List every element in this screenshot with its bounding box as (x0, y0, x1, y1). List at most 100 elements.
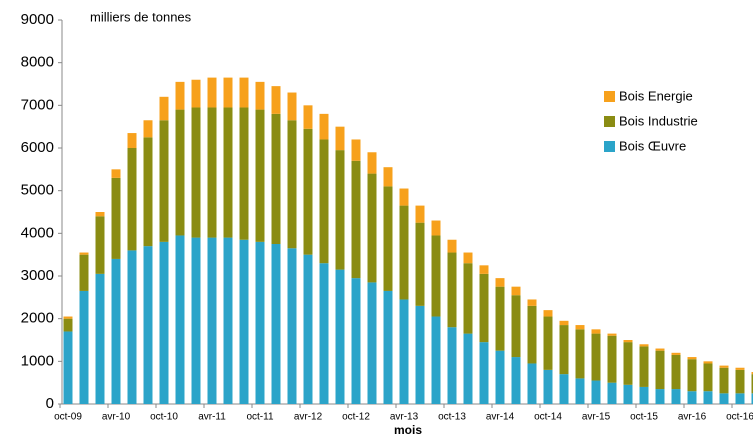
y-tick-label: 7000 (21, 96, 54, 113)
y-tick-label: 0 (46, 395, 54, 412)
bar-segment (192, 107, 201, 237)
bar-segment (416, 306, 425, 404)
bar-segment (704, 363, 713, 391)
bar-segment (64, 317, 73, 319)
bar-segment (64, 331, 73, 404)
bar-segment (192, 80, 201, 108)
bar-segment (352, 278, 361, 404)
bar-segment (448, 327, 457, 404)
bar-segment (208, 78, 217, 108)
bar-segment (336, 150, 345, 269)
bar-segment (112, 259, 121, 404)
x-tick-label: oct-16 (726, 412, 753, 423)
y-axis-title: milliers de tonnes (90, 9, 192, 24)
y-tick-label: 1000 (21, 352, 54, 369)
bar-segment (256, 242, 265, 404)
x-tick-label: oct-09 (54, 412, 82, 423)
bar-segment (128, 250, 137, 404)
y-tick-label: 9000 (21, 11, 54, 28)
bar-segment (400, 206, 409, 300)
bar-segment (608, 383, 617, 404)
bar-segment (320, 263, 329, 404)
bar-segment (240, 107, 249, 239)
bar-segment (208, 107, 217, 237)
bar-segment (560, 374, 569, 404)
bar-segment (80, 253, 89, 255)
bar-segment (416, 223, 425, 306)
bar-segment (432, 235, 441, 316)
bar-segment (592, 381, 601, 404)
bar-segment (320, 139, 329, 263)
bar-segment (576, 325, 585, 329)
bar-segment (160, 242, 169, 404)
x-tick-label: avr-14 (486, 412, 515, 423)
x-tick-label: oct-14 (534, 412, 562, 423)
bar-segment (448, 253, 457, 328)
bar-segment (336, 127, 345, 150)
x-tick-label: oct-13 (438, 412, 466, 423)
x-tick-label: avr-11 (198, 412, 226, 423)
bar-segment (96, 274, 105, 404)
bar-segment (688, 357, 697, 359)
bar-segment (544, 370, 553, 404)
bar-segment (704, 361, 713, 363)
bar-segment (336, 270, 345, 404)
bar-segment (496, 287, 505, 351)
bar-segment (240, 240, 249, 404)
bar-segment (256, 82, 265, 110)
bar-segment (736, 370, 745, 393)
bar-segment (144, 120, 153, 137)
bar-segment (432, 317, 441, 404)
bar-segment (640, 344, 649, 346)
bar-segment (288, 120, 297, 248)
bar-segment (368, 282, 377, 404)
bar-segment (96, 216, 105, 274)
bar-segment (672, 389, 681, 404)
bar-segment (400, 299, 409, 404)
bar-segment (528, 363, 537, 404)
bar-segment (192, 238, 201, 404)
bar-segment (304, 255, 313, 404)
bar-segment (464, 263, 473, 333)
bar-segment (224, 107, 233, 237)
bar-segment (720, 366, 729, 368)
bar-segment (528, 299, 537, 305)
bar-segment (80, 255, 89, 291)
bar-segment (576, 378, 585, 404)
bar-segment (544, 310, 553, 316)
bar-segment (416, 206, 425, 223)
legend-label: Bois Energie (619, 88, 693, 103)
x-tick-label: avr-10 (102, 412, 131, 423)
bar-segment (672, 353, 681, 355)
x-tick-label: oct-10 (150, 412, 178, 423)
bar-segment (384, 186, 393, 291)
bar-segment (384, 167, 393, 186)
bar-segment (496, 351, 505, 404)
bar-segment (144, 137, 153, 246)
bar-segment (592, 334, 601, 381)
bar-segment (480, 265, 489, 274)
bar-segment (368, 152, 377, 173)
bar-segment (144, 246, 153, 404)
bar-segment (720, 393, 729, 404)
legend-swatch (604, 141, 615, 152)
bar-segment (112, 178, 121, 259)
bar-segment (544, 317, 553, 370)
bar-segment (176, 82, 185, 110)
bar-segment (608, 336, 617, 383)
bar-segment (528, 306, 537, 364)
bar-segment (112, 169, 121, 178)
x-tick-label: avr-12 (294, 412, 323, 423)
bar-segment (560, 325, 569, 374)
legend-label: Bois Œuvre (619, 138, 686, 153)
x-tick-label: oct-11 (246, 412, 273, 423)
bar-segment (624, 342, 633, 385)
y-tick-label: 5000 (21, 182, 54, 199)
bar-segment (176, 110, 185, 236)
y-tick-label: 3000 (21, 267, 54, 284)
bar-segment (576, 329, 585, 378)
bar-segment (224, 78, 233, 108)
bar-segment (272, 114, 281, 244)
bar-segment (64, 319, 73, 332)
bar-segment (272, 244, 281, 404)
